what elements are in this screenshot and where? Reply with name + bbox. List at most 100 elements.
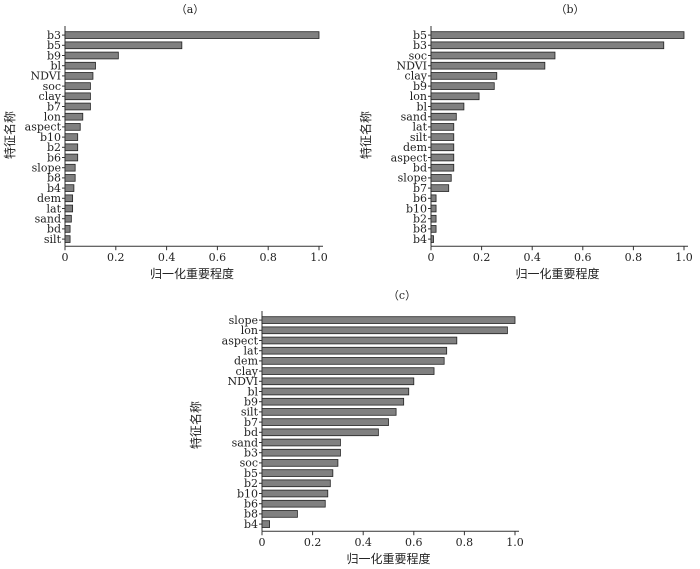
category-label-soc: soc <box>43 80 61 93</box>
category-label-b9: b9 <box>244 396 258 409</box>
x-tick-label: 0.2 <box>304 536 322 549</box>
category-label-bd: bd <box>47 223 61 236</box>
category-label-lon: lon <box>410 90 427 103</box>
category-label-silt: silt <box>241 406 259 419</box>
category-label-bl: bl <box>50 60 61 73</box>
category-label-b8: b8 <box>244 508 258 521</box>
bar-dem <box>64 194 74 203</box>
y-axis-label: 特征名称 <box>188 401 203 449</box>
x-tick-label: 0.8 <box>625 251 643 264</box>
bar-b5 <box>64 41 183 50</box>
chart-title: （a） <box>176 3 205 16</box>
bar-slope <box>430 174 452 182</box>
bar-bd <box>430 163 455 172</box>
bar-b7 <box>261 418 389 426</box>
bar-b2 <box>64 143 79 152</box>
bar-sand <box>64 214 72 223</box>
category-label-b2: b2 <box>413 213 427 226</box>
bar-slope <box>261 316 516 324</box>
bar-aspect <box>64 123 81 131</box>
chart-title: （c） <box>388 289 416 302</box>
category-label-sand: sand <box>232 436 258 449</box>
x-tick-label: 0.4 <box>158 251 176 264</box>
bar-aspect <box>430 153 455 162</box>
x-axis-label: 归一化重要程度 <box>346 551 430 566</box>
category-label-aspect: aspect <box>222 334 259 347</box>
bar-clay <box>261 367 435 375</box>
bar-b3 <box>261 448 341 457</box>
category-label-b9: b9 <box>47 49 61 62</box>
bar-silt <box>64 235 71 243</box>
bar-bl <box>261 387 410 396</box>
x-tick-label: 1.0 <box>506 536 524 549</box>
x-axis-label: 归一化重要程度 <box>515 266 599 281</box>
bar-b3 <box>64 31 320 39</box>
category-label-lat: lat <box>47 202 62 215</box>
bar-b4 <box>261 520 270 528</box>
bar-b8 <box>64 174 76 182</box>
category-label-silt: silt <box>410 131 428 144</box>
x-axis-label: 归一化重要程度 <box>150 266 234 281</box>
category-label-dem: dem <box>234 355 259 368</box>
bar-lon <box>64 112 84 121</box>
category-label-b5: b5 <box>413 29 427 42</box>
chart-panel-2: （b） b5b3socNDVIclayb9lonblsandlatsiltdema… <box>358 3 693 281</box>
category-label-slope: slope <box>229 314 258 327</box>
category-label-b6: b6 <box>413 192 427 205</box>
category-label-lat: lat <box>244 345 259 358</box>
y-axis-label: 特征名称 <box>358 111 373 159</box>
bar-lat <box>64 204 74 213</box>
bar-clay <box>430 72 498 80</box>
category-label-bl: bl <box>416 100 427 113</box>
category-label-bl: bl <box>247 385 258 398</box>
bar-b3 <box>430 41 665 50</box>
bar-dem <box>261 357 445 365</box>
category-label-b3: b3 <box>244 447 258 460</box>
bar-b2 <box>261 479 331 488</box>
bar-b6 <box>261 499 326 508</box>
category-label-aspect: aspect <box>25 121 62 134</box>
bar-silt <box>261 408 397 416</box>
category-label-b5: b5 <box>244 467 258 480</box>
category-label-lon: lon <box>44 111 61 124</box>
bar-silt <box>430 133 455 141</box>
x-tick-label: 0.6 <box>405 536 423 549</box>
bar-aspect <box>261 336 458 345</box>
category-label-clay: clay <box>236 365 259 378</box>
category-label-b8: b8 <box>413 223 427 236</box>
category-label-b2: b2 <box>244 477 258 490</box>
bar-b10 <box>430 204 437 213</box>
bar-b9 <box>64 51 119 60</box>
bar-soc <box>430 51 556 60</box>
category-label-aspect: aspect <box>391 151 428 164</box>
bar-bl <box>430 102 465 111</box>
x-tick-label: 1.0 <box>675 251 693 264</box>
bar-b8 <box>430 225 437 233</box>
category-label-clay: clay <box>405 70 428 83</box>
category-label-NDVI: NDVI <box>227 375 258 388</box>
bar-lat <box>261 346 448 355</box>
category-label-b7: b7 <box>244 416 258 429</box>
x-tick-label: 0.6 <box>209 251 227 264</box>
bar-sand <box>430 112 457 121</box>
bar-b8 <box>261 510 298 518</box>
category-label-b10: b10 <box>237 487 258 500</box>
bar-b5 <box>261 469 334 477</box>
bar-bd <box>261 428 379 437</box>
category-label-NDVI: NDVI <box>396 60 427 73</box>
x-tick-label: 0.8 <box>456 536 474 549</box>
category-label-b3: b3 <box>413 39 427 52</box>
x-tick-label: 0.2 <box>107 251 125 264</box>
bar-NDVI <box>261 377 415 386</box>
x-tick-label: 0 <box>428 251 435 264</box>
bar-b6 <box>64 153 79 162</box>
category-label-b4: b4 <box>244 518 258 531</box>
category-label-sand: sand <box>35 213 61 226</box>
bar-slope <box>64 163 76 172</box>
bar-soc <box>64 82 91 90</box>
x-tick-label: 0 <box>62 251 69 264</box>
y-axis-label: 特征名称 <box>2 111 17 159</box>
bar-b6 <box>430 194 437 203</box>
bar-b4 <box>64 184 75 192</box>
category-label-b4: b4 <box>47 182 61 195</box>
